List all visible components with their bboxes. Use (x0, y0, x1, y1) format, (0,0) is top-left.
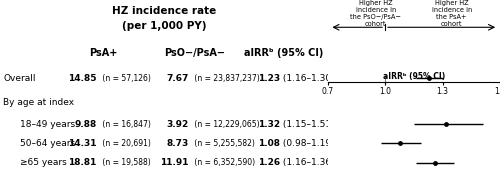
Text: 1.23: 1.23 (258, 74, 280, 83)
Text: HZ incidence rate: HZ incidence rate (112, 6, 216, 15)
Text: 18–49 years: 18–49 years (20, 120, 75, 129)
Text: (1.16–1.30): (1.16–1.30) (280, 74, 334, 83)
Text: 50–64 years: 50–64 years (20, 139, 75, 148)
Text: (1.16–1.36): (1.16–1.36) (280, 158, 334, 167)
Text: 1.26: 1.26 (258, 158, 280, 167)
Text: PsA+: PsA+ (89, 48, 118, 58)
Text: 1.08: 1.08 (258, 139, 280, 148)
Text: (n = 5,255,582): (n = 5,255,582) (192, 139, 254, 148)
Text: (0.98–1.19): (0.98–1.19) (280, 139, 334, 148)
Text: 1.32: 1.32 (258, 120, 280, 129)
Text: Higher HZ
incidence in
the PsO−/PsA−
cohort: Higher HZ incidence in the PsO−/PsA− coh… (350, 0, 401, 27)
Text: 18.81: 18.81 (68, 158, 96, 167)
Text: (n = 19,588): (n = 19,588) (100, 158, 150, 167)
Text: aIRRᵇ (95% CI): aIRRᵇ (95% CI) (244, 48, 323, 58)
Text: (per 1,000 PY): (per 1,000 PY) (122, 21, 206, 31)
Text: (1.15–1.51): (1.15–1.51) (280, 120, 334, 129)
Text: (n = 16,847): (n = 16,847) (100, 120, 151, 129)
Text: ≥65 years: ≥65 years (20, 158, 66, 167)
Text: 9.88: 9.88 (74, 120, 96, 129)
Text: (n = 6,352,590): (n = 6,352,590) (192, 158, 254, 167)
Text: (n = 20,691): (n = 20,691) (100, 139, 151, 148)
Text: 3.92: 3.92 (166, 120, 188, 129)
Text: 11.91: 11.91 (160, 158, 188, 167)
Text: 8.73: 8.73 (166, 139, 188, 148)
Text: aIRRᵇ (95% CI): aIRRᵇ (95% CI) (382, 72, 445, 81)
Text: 7.67: 7.67 (166, 74, 188, 83)
Text: By age at index: By age at index (4, 98, 74, 108)
Text: 14.31: 14.31 (68, 139, 96, 148)
Text: Higher HZ
incidence in
the PsA+
cohort: Higher HZ incidence in the PsA+ cohort (432, 0, 472, 27)
Text: (n = 12,229,065): (n = 12,229,065) (192, 120, 259, 129)
Text: (n = 23,837,237): (n = 23,837,237) (192, 74, 260, 83)
Text: (n = 57,126): (n = 57,126) (100, 74, 151, 83)
Text: Overall: Overall (4, 74, 36, 83)
Text: PsO−/PsA−: PsO−/PsA− (164, 48, 226, 58)
Text: 14.85: 14.85 (68, 74, 96, 83)
